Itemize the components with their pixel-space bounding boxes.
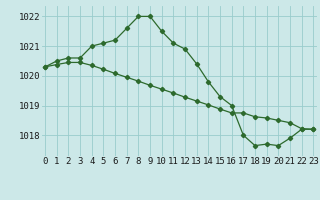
Text: Graphe pression niveau de la mer (hPa): Graphe pression niveau de la mer (hPa) — [41, 183, 279, 194]
